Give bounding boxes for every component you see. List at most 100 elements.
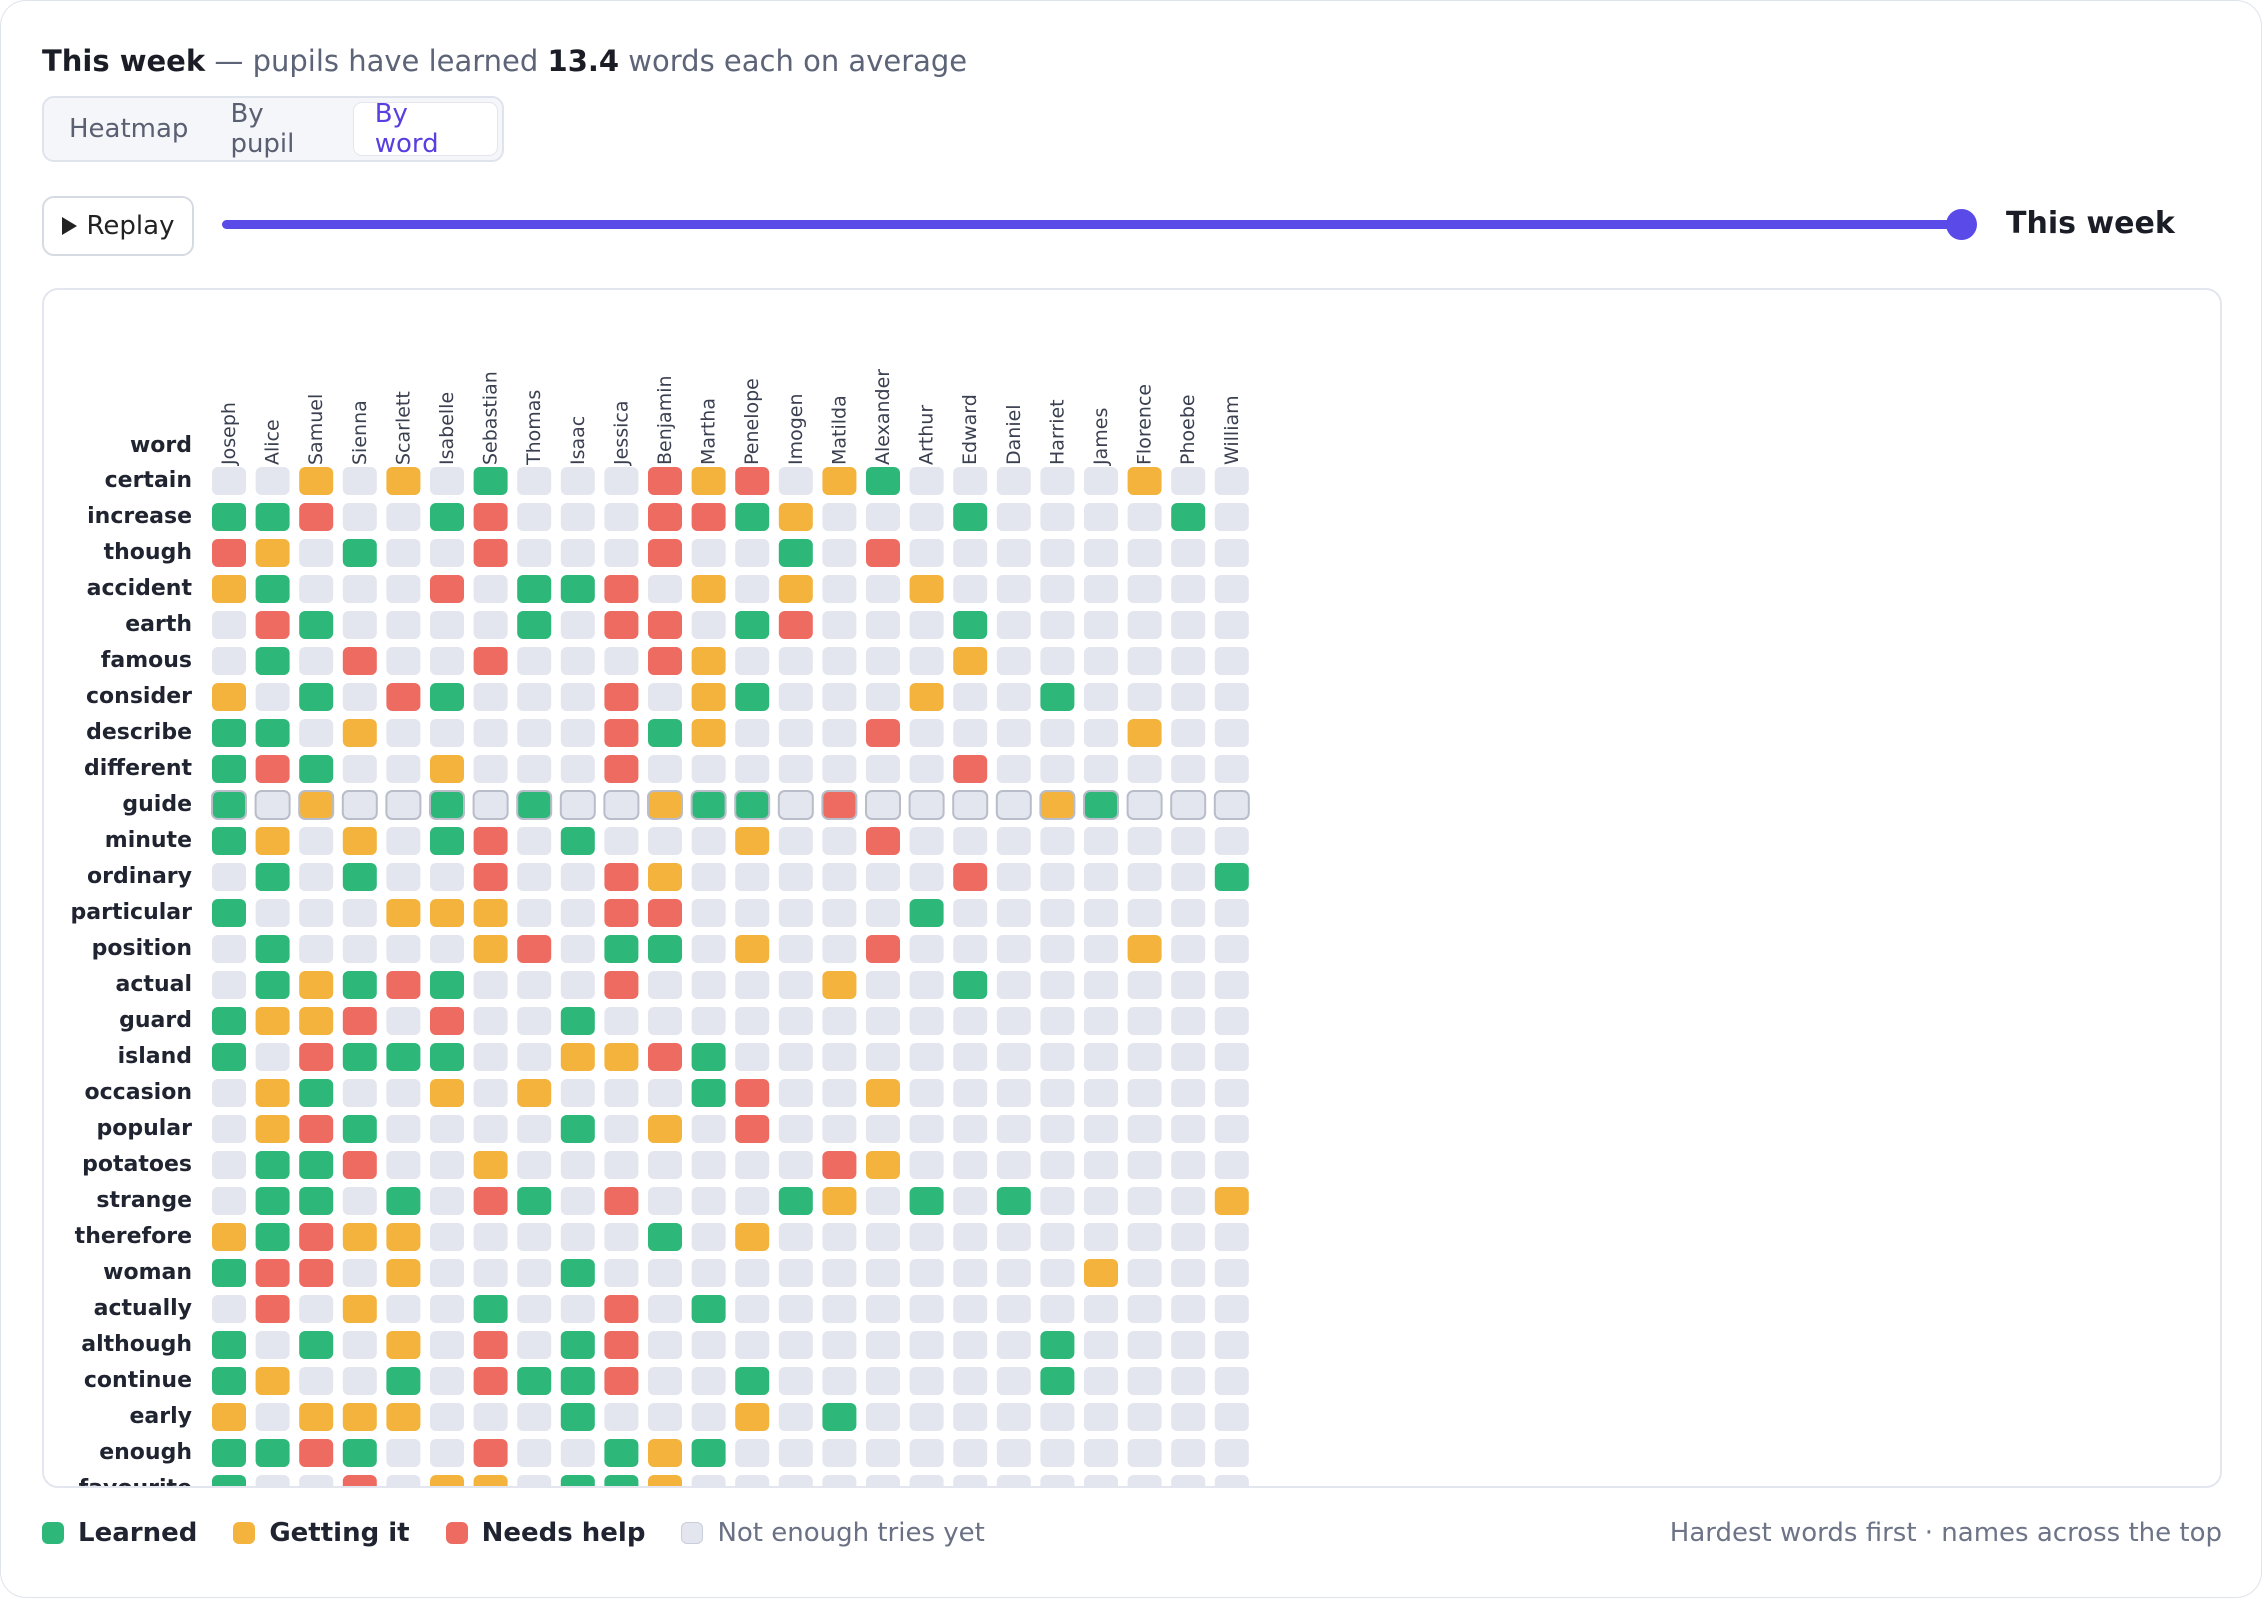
grid-cell[interactable] [953,611,988,639]
grid-cell[interactable] [1214,467,1249,495]
grid-cell[interactable] [517,1331,552,1359]
grid-cell[interactable] [212,827,246,855]
grid-cell[interactable] [604,899,639,927]
replay-button[interactable]: Replay [42,196,194,256]
grid-cell[interactable] [996,1295,1031,1323]
grid-cell[interactable] [1040,827,1075,855]
grid-cell[interactable] [386,935,421,963]
grid-cell[interactable] [778,899,813,927]
grid-cell[interactable] [604,827,639,855]
grid-cell[interactable] [1127,1367,1162,1395]
grid-cell[interactable] [909,683,944,711]
grid-cell[interactable] [604,1115,639,1143]
grid-cell[interactable] [1084,467,1118,495]
grid-cell[interactable] [1170,790,1207,820]
grid-cell[interactable] [473,683,508,711]
grid-cell[interactable] [560,683,595,711]
tab-heatmap[interactable]: Heatmap [69,114,189,144]
grid-cell[interactable] [1084,1439,1118,1467]
grid-cell[interactable] [430,467,464,495]
grid-cell[interactable] [604,935,639,963]
grid-cell[interactable] [1214,1439,1249,1467]
pupil-column-label[interactable]: Alexander [872,369,894,465]
grid-cell[interactable] [517,863,552,891]
grid-cell[interactable] [866,1079,900,1107]
grid-cell[interactable] [735,719,770,747]
grid-cell[interactable] [778,611,813,639]
grid-cell[interactable] [560,1187,595,1215]
grid-cell[interactable] [212,1403,246,1431]
grid-cell[interactable] [1171,1223,1206,1251]
grid-cell[interactable] [604,1259,639,1287]
grid-cell[interactable] [691,1367,726,1395]
grid-cell[interactable] [996,1439,1031,1467]
grid-cell[interactable] [255,863,290,891]
grid-cell[interactable] [909,827,944,855]
grid-cell[interactable] [1171,1367,1206,1395]
grid-cell[interactable] [1171,1439,1206,1467]
grid-cell[interactable] [1214,1043,1249,1071]
grid-cell[interactable] [996,1115,1031,1143]
grid-cell[interactable] [430,539,464,567]
grid-cell[interactable] [1127,1331,1162,1359]
grid-cell[interactable] [212,647,246,675]
grid-cell[interactable] [909,1439,944,1467]
grid-cell[interactable] [430,827,464,855]
grid-cell[interactable] [1214,899,1249,927]
pupil-column-label[interactable]: Thomas [523,390,545,466]
grid-cell[interactable] [866,935,900,963]
word-row-label[interactable]: different [84,756,192,781]
grid-cell[interactable] [1214,719,1249,747]
grid-cell[interactable] [386,1295,421,1323]
grid-cell[interactable] [996,503,1031,531]
grid-cell[interactable] [1171,1115,1206,1143]
grid-cell[interactable] [778,467,813,495]
grid-cell[interactable] [473,1007,508,1035]
grid-cell[interactable] [953,1259,988,1287]
grid-cell[interactable] [473,611,508,639]
grid-cell[interactable] [604,719,639,747]
grid-cell[interactable] [866,1223,900,1251]
grid-cell[interactable] [866,971,900,999]
grid-cell[interactable] [996,1223,1031,1251]
grid-cell[interactable] [953,683,988,711]
grid-cell[interactable] [996,467,1031,495]
grid-cell[interactable] [1127,683,1162,711]
grid-cell[interactable] [866,1151,900,1179]
grid-cell[interactable] [255,1331,290,1359]
grid-cell[interactable] [385,790,422,820]
grid-cell[interactable] [386,1079,421,1107]
grid-cell[interactable] [342,575,377,603]
grid-cell[interactable] [1127,1007,1162,1035]
grid-cell[interactable] [735,467,770,495]
grid-cell[interactable] [342,1367,377,1395]
grid-cell[interactable] [517,1403,552,1431]
pupil-column-label[interactable]: Martha [698,398,720,465]
grid-cell[interactable] [255,1115,290,1143]
grid-cell[interactable] [691,1115,726,1143]
grid-cell[interactable] [255,647,290,675]
grid-cell[interactable] [430,719,464,747]
grid-cell[interactable] [691,1187,726,1215]
grid-cell[interactable] [691,683,726,711]
grid-cell[interactable] [473,647,508,675]
grid-cell[interactable] [211,790,247,820]
grid-cell[interactable] [1171,719,1206,747]
grid-cell[interactable] [386,1475,421,1486]
grid-cell[interactable] [1084,1295,1118,1323]
grid-cell[interactable] [822,575,857,603]
pupil-column-label[interactable]: William [1221,395,1243,465]
pupil-column-label[interactable]: Florence [1134,384,1156,465]
grid-cell[interactable] [517,1259,552,1287]
grid-cell[interactable] [604,1043,639,1071]
grid-cell[interactable] [212,575,246,603]
grid-cell[interactable] [778,827,813,855]
grid-cell[interactable] [1171,683,1206,711]
grid-cell[interactable] [1171,1043,1206,1071]
grid-cell[interactable] [778,863,813,891]
grid-cell[interactable] [953,1223,988,1251]
grid-cell[interactable] [604,1223,639,1251]
grid-cell[interactable] [1040,1331,1075,1359]
grid-cell[interactable] [560,1151,595,1179]
grid-cell[interactable] [866,575,900,603]
